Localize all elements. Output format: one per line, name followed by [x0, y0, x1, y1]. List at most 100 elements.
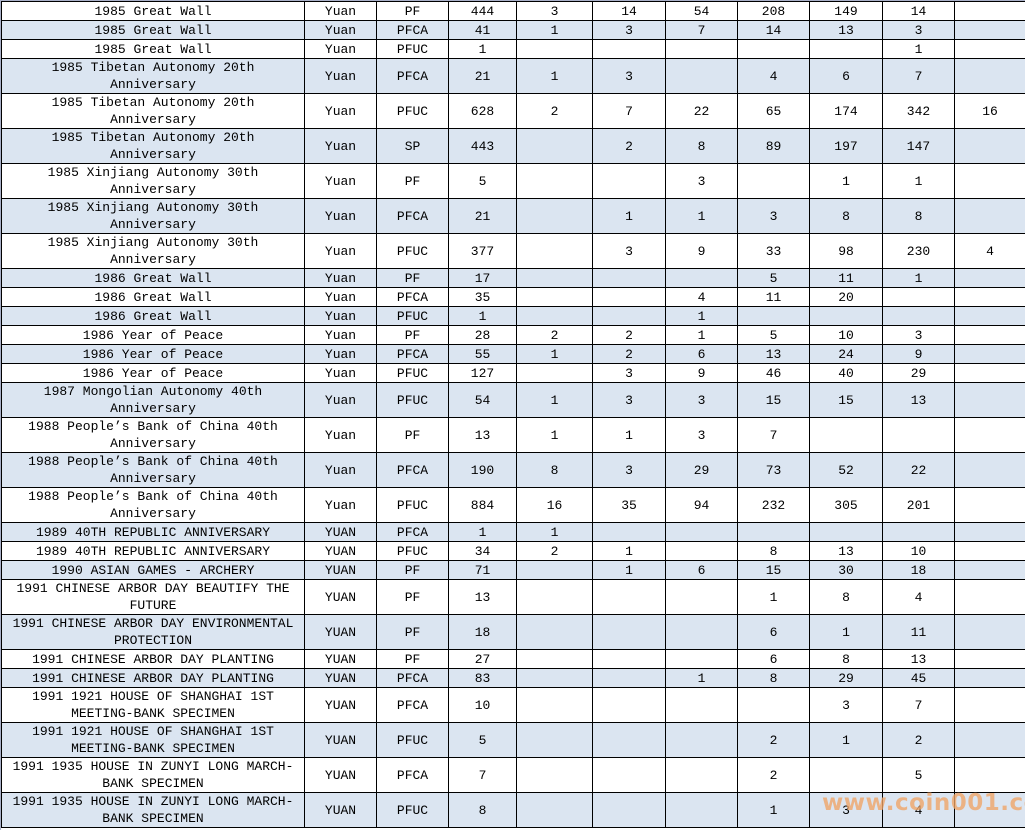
designation-cell: PFUC	[376, 39, 449, 59]
designation-cell: PFCA	[376, 452, 449, 488]
grade-count-cell	[665, 58, 738, 94]
grade-count-cell	[954, 452, 1025, 488]
grade-count-cell	[592, 722, 666, 758]
grade-count-cell	[809, 306, 883, 326]
grade-count-cell	[516, 268, 593, 288]
grade-count-cell: 5	[737, 268, 810, 288]
grade-count-cell: 1	[665, 325, 738, 345]
grade-count-cell	[516, 363, 593, 383]
grade-count-cell	[954, 757, 1025, 793]
grade-count-cell: 3	[882, 325, 955, 345]
denomination-cell: YUAN	[304, 668, 377, 688]
grade-count-cell: 1	[809, 722, 883, 758]
coin-name-cell: 1989 40TH REPUBLIC ANNIVERSARY	[1, 541, 305, 561]
grade-count-cell	[592, 268, 666, 288]
grade-count-cell: 3	[665, 382, 738, 418]
designation-cell: PFCA	[376, 522, 449, 542]
grade-count-cell	[516, 792, 593, 828]
grade-count-cell	[954, 58, 1025, 94]
grade-count-cell	[516, 233, 593, 269]
grade-count-cell: 14	[737, 20, 810, 40]
grade-count-cell: 7	[882, 58, 955, 94]
coin-name-cell: 1986 Great Wall	[1, 268, 305, 288]
grade-count-cell: 5	[737, 325, 810, 345]
grade-count-cell	[516, 722, 593, 758]
grade-count-cell: 1	[882, 39, 955, 59]
total-count-cell: 1	[448, 306, 517, 326]
grade-count-cell: 11	[737, 287, 810, 307]
grade-count-cell: 8	[737, 668, 810, 688]
grade-count-cell: 2	[737, 757, 810, 793]
grade-count-cell: 8	[737, 541, 810, 561]
grade-count-cell: 89	[737, 128, 810, 164]
grade-count-cell	[809, 522, 883, 542]
denomination-cell: YUAN	[304, 722, 377, 758]
grade-count-cell: 13	[882, 382, 955, 418]
grade-count-cell	[516, 757, 593, 793]
grade-count-cell: 4	[737, 58, 810, 94]
grade-count-cell: 1	[592, 417, 666, 453]
table-row: 1985 Tibetan Autonomy 20th Anniversary Yu…	[1, 93, 1025, 129]
grade-count-cell	[954, 487, 1025, 523]
grade-count-cell: 149	[809, 1, 883, 21]
total-count-cell: 55	[448, 344, 517, 364]
grade-count-cell	[592, 792, 666, 828]
coin-name-cell: 1991 1935 HOUSE IN ZUNYI LONG MARCH-BANK…	[1, 757, 305, 793]
table-row: 1985 Xinjiang Autonomy 30th Anniversary Y…	[1, 198, 1025, 234]
grade-count-cell: 2	[516, 93, 593, 129]
denomination-cell: Yuan	[304, 287, 377, 307]
grade-count-cell: 33	[737, 233, 810, 269]
grade-count-cell: 29	[882, 363, 955, 383]
grade-count-cell: 98	[809, 233, 883, 269]
denomination-cell: YUAN	[304, 614, 377, 650]
total-count-cell: 27	[448, 649, 517, 669]
designation-cell: PFCA	[376, 58, 449, 94]
total-count-cell: 21	[448, 198, 517, 234]
grade-count-cell: 13	[882, 649, 955, 669]
grade-count-cell: 16	[954, 93, 1025, 129]
grade-count-cell: 208	[737, 1, 810, 21]
grade-count-cell: 342	[882, 93, 955, 129]
grade-count-cell: 1	[516, 417, 593, 453]
table-row: 1991 1921 HOUSE OF SHANGHAI 1ST MEETING-…	[1, 722, 1025, 758]
grade-count-cell: 9	[665, 233, 738, 269]
coin-name-cell: 1988 People’s Bank of China 40th Anniver…	[1, 417, 305, 453]
total-count-cell: 884	[448, 487, 517, 523]
grade-count-cell: 3	[592, 452, 666, 488]
grade-count-cell	[665, 687, 738, 723]
designation-cell: PFCA	[376, 198, 449, 234]
denomination-cell: Yuan	[304, 39, 377, 59]
grade-count-cell	[516, 579, 593, 615]
denomination-cell: Yuan	[304, 198, 377, 234]
grade-count-cell: 29	[665, 452, 738, 488]
coin-name-cell: 1985 Great Wall	[1, 1, 305, 21]
total-count-cell: 71	[448, 560, 517, 580]
designation-cell: PFUC	[376, 541, 449, 561]
grade-count-cell: 40	[809, 363, 883, 383]
grade-count-cell: 11	[809, 268, 883, 288]
designation-cell: PF	[376, 1, 449, 21]
table-row: 1991 CHINESE ARBOR DAY PLANTING YUAN PFCA 8…	[1, 668, 1025, 688]
denomination-cell: YUAN	[304, 560, 377, 580]
grade-count-cell	[737, 687, 810, 723]
grade-count-cell: 15	[737, 560, 810, 580]
grade-count-cell: 3	[665, 163, 738, 199]
grade-count-cell	[592, 614, 666, 650]
total-count-cell: 5	[448, 163, 517, 199]
grade-count-cell	[665, 649, 738, 669]
grade-count-cell	[954, 20, 1025, 40]
grade-count-cell	[954, 1, 1025, 21]
grade-count-cell	[516, 163, 593, 199]
coin-name-cell: 1986 Year of Peace	[1, 325, 305, 345]
grade-count-cell: 3	[737, 198, 810, 234]
coin-name-cell: 1987 Mongolian Autonomy 40th Anniversary	[1, 382, 305, 418]
table-row: 1985 Great Wall Yuan PF 444 3 14 54 208 149 14	[1, 1, 1025, 21]
grade-count-cell	[954, 614, 1025, 650]
designation-cell: PFUC	[376, 233, 449, 269]
grade-count-cell	[954, 268, 1025, 288]
grade-count-cell	[592, 163, 666, 199]
coin-name-cell: 1985 Xinjiang Autonomy 30th Anniversary	[1, 198, 305, 234]
grade-count-cell	[516, 649, 593, 669]
total-count-cell: 28	[448, 325, 517, 345]
total-count-cell: 1	[448, 522, 517, 542]
